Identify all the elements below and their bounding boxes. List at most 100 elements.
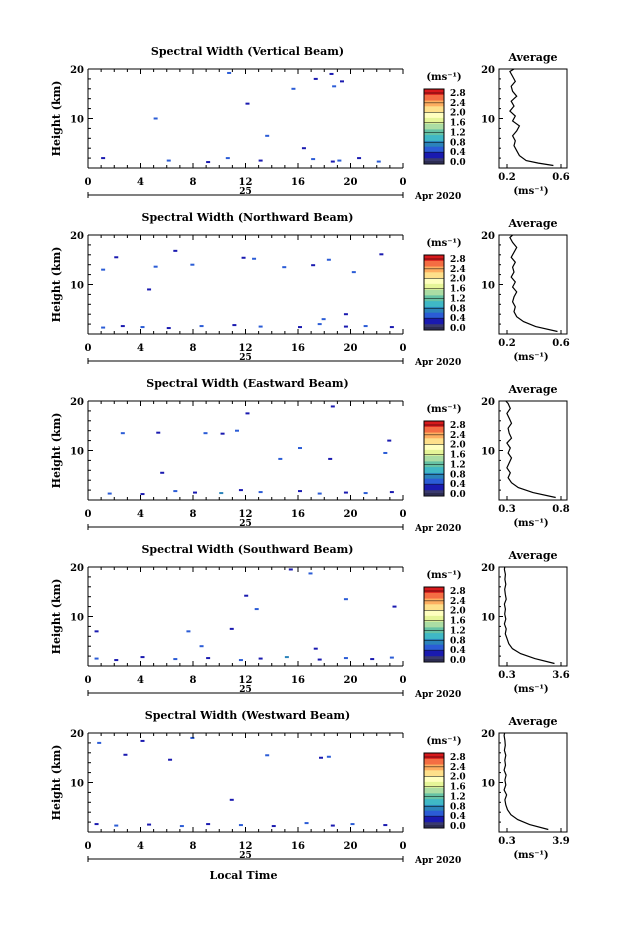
colorbar-tick-label: 1.6 — [450, 783, 466, 793]
average-unit-label: (ms⁻¹) — [513, 850, 548, 861]
heatmap-cell — [326, 755, 331, 758]
x-tick-label: 0 — [85, 509, 92, 520]
colorbar-swatch — [424, 816, 444, 823]
heatmap-cell — [120, 432, 125, 435]
heatmap-cell — [94, 630, 99, 633]
x-tick-label: 20 — [344, 177, 358, 188]
date-day-label: 25 — [239, 685, 252, 695]
heatmap-cell — [317, 492, 322, 495]
heatmap-cell — [291, 87, 296, 90]
panel-title: Spectral Width (Westward Beam) — [145, 709, 350, 722]
colorbar-units-label: (ms⁻¹) — [426, 570, 461, 581]
colorbar-swatch — [424, 432, 444, 439]
avg-x-tick-label: 0.6 — [552, 338, 569, 349]
x-tick-label: 4 — [137, 675, 144, 686]
heatmap-cell — [308, 572, 313, 575]
heatmap-cell — [206, 657, 211, 660]
colorbar-tick-label: 2.0 — [450, 441, 466, 451]
x-tick-label: 4 — [137, 509, 144, 520]
colorbar-frame — [423, 88, 445, 165]
colorbar-swatch — [424, 312, 444, 319]
panel-title: Spectral Width (Eastward Beam) — [146, 377, 348, 390]
height-axis-label: Height (km) — [50, 247, 63, 323]
heatmap-cell — [123, 753, 128, 756]
heatmap-cell — [153, 265, 158, 268]
heatmap-cell — [199, 645, 204, 648]
colorbar-swatch — [424, 158, 444, 165]
heatmap-cell — [232, 324, 237, 327]
height-axis-label: Height (km) — [50, 579, 63, 655]
colorbar-tick-label: 1.2 — [450, 460, 466, 470]
colorbar-tick-label: 0.8 — [450, 636, 466, 646]
x-tick-label: 8 — [190, 343, 197, 354]
average-unit-label: (ms⁻¹) — [513, 518, 548, 529]
heatmap-cell — [343, 313, 348, 316]
average-frame — [498, 234, 568, 335]
colorbar-swatch — [424, 770, 444, 777]
x-tick-label: 20 — [344, 841, 358, 852]
heatmap-cell — [140, 326, 145, 329]
panel-3: Spectral Width (Southward Beam) Height (k… — [50, 543, 570, 700]
colorbar-tick-label: 0.8 — [450, 470, 466, 480]
avg-y-tick-label: 20 — [481, 397, 495, 408]
heatmap-cell — [173, 249, 178, 252]
colorbar-tick-label: 2.8 — [450, 753, 466, 763]
heatmap-cell — [357, 157, 362, 160]
avg-y-tick-label: 20 — [481, 563, 495, 574]
heatmap-cell — [245, 102, 250, 105]
avg-x-tick-label: 0.6 — [552, 172, 569, 183]
heatmap-cell — [190, 263, 195, 266]
x-tick-label: 16 — [291, 675, 305, 686]
colorbar-swatch — [424, 753, 444, 760]
heatmap-cell — [319, 756, 323, 759]
heatmap-cell — [389, 326, 394, 329]
heatmap-cell — [238, 659, 243, 662]
heatmap-cell — [227, 71, 232, 74]
heatmap-cell — [160, 471, 165, 474]
heatmap-cell — [383, 451, 388, 454]
heatmap-cell — [258, 491, 263, 494]
heatmap-cell — [238, 489, 243, 492]
heatmap-cell — [370, 658, 375, 661]
height-axis-label: Height (km) — [50, 745, 63, 821]
heatmap-cell — [383, 824, 388, 827]
average-unit-label: (ms⁻¹) — [513, 352, 548, 363]
colorbar-tick-label: 2.4 — [450, 265, 466, 275]
colorbar-tick-label: 1.2 — [450, 792, 466, 802]
x-tick-label: 8 — [190, 509, 197, 520]
avg-y-tick-label: 10 — [481, 779, 495, 790]
heatmap-cell — [225, 157, 230, 160]
colorbar-tick-label: 1.2 — [450, 128, 466, 138]
heatmap-cell — [379, 253, 384, 256]
heatmap-cell — [245, 412, 250, 415]
heatmap-cell — [343, 491, 348, 494]
colorbar-swatch — [424, 135, 444, 142]
colorbar-swatch — [424, 106, 444, 113]
heatmap-cell — [94, 657, 99, 660]
colorbar-tick-label: 2.0 — [450, 109, 466, 119]
colorbar-swatch — [424, 799, 444, 806]
average-unit-label: (ms⁻¹) — [513, 684, 548, 695]
x-tick-label: 0 — [85, 675, 92, 686]
x-tick-label: 0 — [85, 841, 92, 852]
x-tick-label: 20 — [344, 675, 358, 686]
colorbar-tick-label: 0.0 — [450, 490, 466, 500]
heatmap-cell — [173, 490, 178, 493]
avg-x-tick-label: 0.8 — [552, 504, 569, 515]
x-tick-label: 12 — [239, 675, 253, 686]
colorbar-swatch — [424, 804, 444, 812]
heatmap-cell — [258, 325, 263, 328]
heatmap-cell — [392, 605, 397, 608]
colorbar-swatch — [424, 787, 444, 794]
colorbar-tick-label: 2.8 — [450, 421, 466, 431]
average-frame — [498, 566, 568, 667]
colorbar-tick-label: 1.2 — [450, 626, 466, 636]
x-tick-label: 20 — [344, 343, 358, 354]
colorbar-swatch — [424, 822, 444, 829]
heatmap-cell — [258, 159, 263, 162]
heatmap-cell — [288, 568, 293, 571]
heatmap-cell — [193, 491, 197, 494]
heatmap-cell — [350, 823, 355, 826]
heatmap-cell — [147, 288, 152, 291]
avg-y-tick-label: 10 — [481, 115, 495, 126]
